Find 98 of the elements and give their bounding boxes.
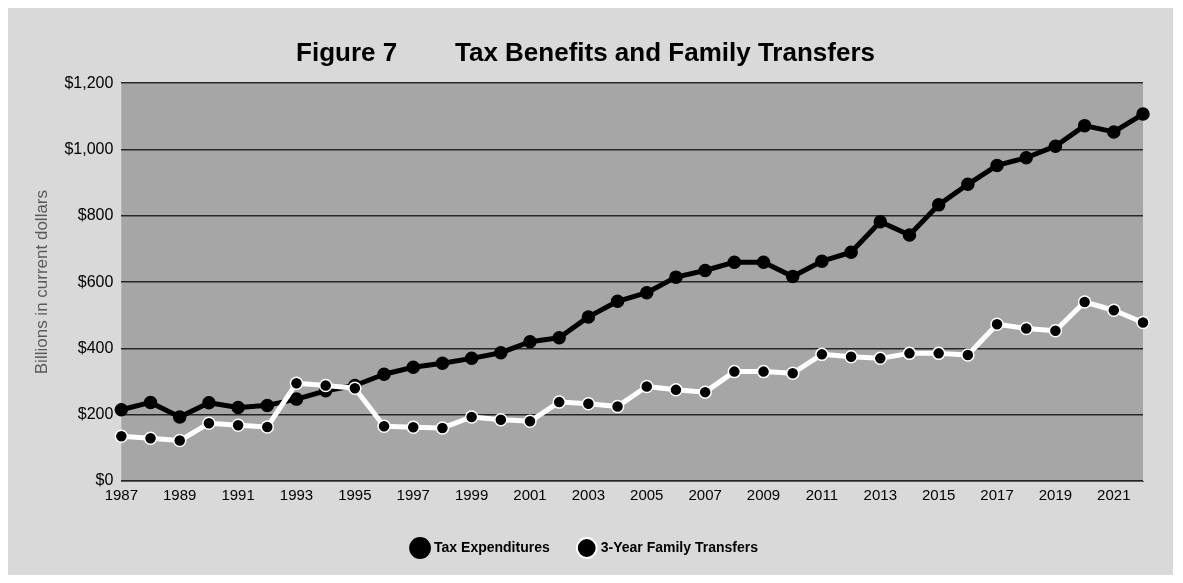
point [669, 383, 683, 397]
x-tick-label: 1987 [104, 486, 139, 504]
point [1136, 315, 1150, 330]
point [289, 392, 304, 406]
legend-label: Tax Expenditures [434, 538, 550, 555]
point [815, 254, 829, 268]
point [143, 431, 158, 445]
point [931, 346, 946, 361]
point [785, 366, 800, 381]
point [990, 158, 1004, 173]
point [756, 255, 771, 269]
x-tick-label: 2007 [688, 486, 722, 504]
x-tick-label: 1989 [163, 486, 197, 504]
x-tick-label: 2009 [746, 486, 781, 504]
point [435, 356, 450, 371]
point [931, 198, 946, 212]
point [756, 364, 771, 379]
point [406, 360, 420, 375]
point [1136, 107, 1150, 121]
point [610, 399, 625, 414]
x-tick-label: 2005 [630, 486, 664, 504]
point [1077, 295, 1092, 309]
point [260, 420, 275, 434]
point [1107, 125, 1121, 139]
point [289, 376, 304, 390]
point [377, 419, 391, 434]
point [114, 429, 129, 443]
x-tick-label: 2015 [921, 486, 956, 504]
point [669, 270, 683, 284]
point [1019, 321, 1033, 336]
point [1048, 139, 1063, 153]
point [815, 347, 829, 362]
point [231, 400, 245, 415]
point [961, 177, 975, 192]
chart-title: Figure 7 Tax Benefits and Family Transfers [296, 36, 875, 67]
x-tick-label: 1993 [279, 486, 314, 504]
x-tick-label: 2017 [980, 486, 1014, 504]
point [581, 310, 596, 324]
point [523, 335, 537, 349]
x-tick-label: 1995 [338, 486, 372, 504]
point [844, 349, 858, 364]
point [698, 263, 712, 278]
legend-label: 3-Year Family Transfers [600, 538, 759, 555]
point [172, 410, 187, 424]
point [523, 414, 537, 429]
point [494, 412, 508, 427]
y-tick-label: $0 [95, 471, 114, 489]
y-tick-label: $800 [77, 206, 114, 224]
point [1077, 118, 1092, 133]
point [844, 245, 858, 260]
point [114, 402, 129, 417]
point [1107, 303, 1121, 318]
point [640, 379, 654, 394]
point [406, 420, 420, 435]
point [1048, 324, 1063, 338]
y-tick-label: $1,200 [64, 73, 114, 91]
y-tick-label: $1,000 [64, 139, 114, 157]
point [727, 364, 742, 379]
y-tick-label: $400 [77, 338, 114, 356]
point [231, 418, 245, 433]
point [785, 269, 800, 284]
x-tick-label: 1991 [221, 486, 255, 504]
x-tick-label: 2003 [571, 486, 606, 504]
y-tick-label: $600 [77, 272, 114, 290]
point [494, 345, 508, 360]
point [552, 331, 566, 345]
point [990, 317, 1004, 331]
point [1019, 151, 1033, 165]
x-tick-label: 2001 [513, 486, 547, 504]
point [727, 255, 742, 269]
point [202, 396, 216, 410]
x-tick-label: 2019 [1038, 486, 1073, 504]
point [552, 395, 566, 409]
point [260, 398, 275, 413]
point [873, 351, 888, 366]
y-tick-label: $200 [77, 405, 114, 423]
point [143, 395, 158, 410]
point [961, 348, 975, 362]
x-tick-label: 1997 [396, 486, 430, 504]
point [464, 351, 479, 366]
y-axis-title: Billions in current dollars [31, 189, 51, 375]
point [902, 346, 917, 361]
point [172, 433, 187, 448]
point [435, 421, 450, 435]
x-tick-label: 2013 [863, 486, 897, 504]
point [610, 294, 625, 309]
x-tick-label: 1999 [454, 486, 489, 504]
x-tick-label: 2021 [1097, 486, 1131, 504]
point [873, 215, 888, 229]
point [581, 397, 596, 411]
point [640, 285, 654, 300]
point [902, 228, 917, 242]
point [318, 378, 333, 393]
point [377, 367, 391, 382]
point [202, 416, 216, 431]
point [464, 410, 479, 424]
point [698, 385, 712, 399]
x-tick-label: 2011 [805, 486, 839, 504]
